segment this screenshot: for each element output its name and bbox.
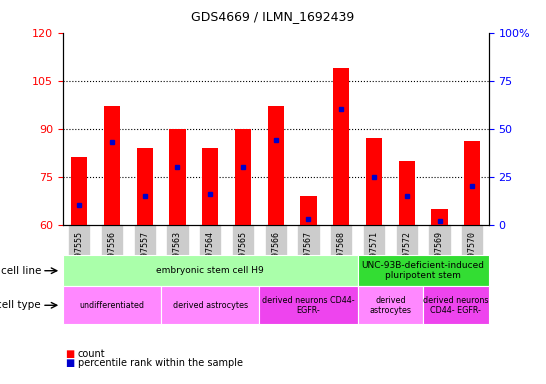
Bar (202, 148, 218, 225)
Bar (136, 148, 153, 225)
Text: UNC-93B-deficient-induced
pluripotent stem: UNC-93B-deficient-induced pluripotent st… (361, 261, 485, 280)
Bar (268, 106, 284, 225)
Text: embryonic stem cell H9: embryonic stem cell H9 (156, 266, 264, 275)
Text: derived neurons
CD44- EGFR-: derived neurons CD44- EGFR- (423, 296, 489, 315)
Text: cell type: cell type (0, 300, 41, 310)
Bar (104, 106, 120, 225)
Text: cell line: cell line (1, 266, 41, 276)
Bar (366, 138, 382, 225)
Text: count: count (78, 349, 105, 359)
Text: undifferentiated: undifferentiated (79, 301, 145, 310)
Text: derived neurons CD44-
EGFR-: derived neurons CD44- EGFR- (262, 296, 355, 315)
Bar (399, 161, 415, 225)
Bar (333, 68, 349, 225)
Text: ■: ■ (66, 349, 75, 359)
Bar (300, 196, 317, 225)
Bar (431, 209, 448, 225)
Bar (169, 129, 186, 225)
Text: percentile rank within the sample: percentile rank within the sample (78, 358, 242, 368)
Bar (235, 129, 251, 225)
Text: GDS4669 / ILMN_1692439: GDS4669 / ILMN_1692439 (192, 10, 354, 23)
Bar (71, 157, 87, 225)
Text: ■: ■ (66, 358, 75, 368)
Bar (464, 141, 480, 225)
Text: derived
astrocytes: derived astrocytes (370, 296, 411, 315)
Text: derived astrocytes: derived astrocytes (173, 301, 248, 310)
